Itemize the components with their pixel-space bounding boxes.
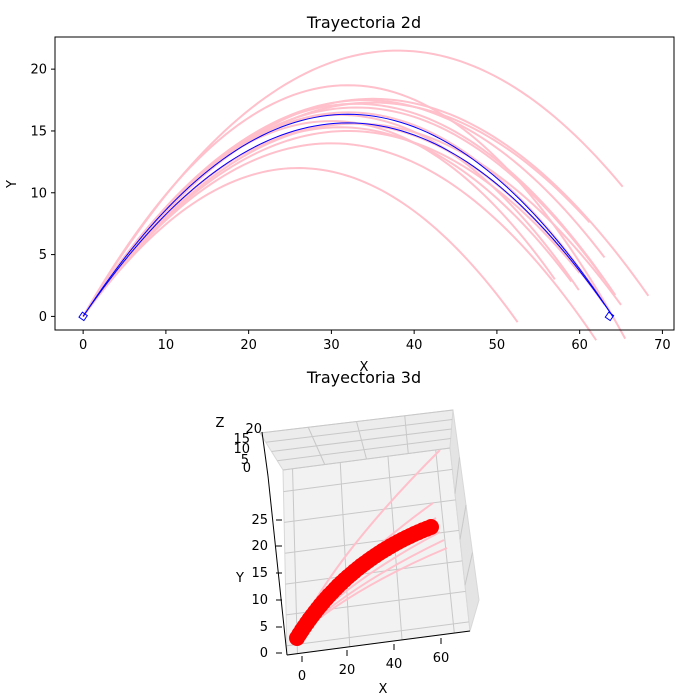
chart-2d-ylabel: Y [5,180,20,189]
x-tick-label: 50 [489,338,506,353]
grid-line-back-vertical [404,415,409,454]
grid-line-y [286,621,470,647]
y3d-tick-label: 25 [251,513,268,528]
x3d-tick-label: 0 [298,669,306,684]
trajectory-3d-marker [423,519,439,535]
chart-3d-title: Trayectoria 3d [306,368,421,387]
x-tick-label: 10 [158,338,175,353]
main-trajectory-upper [82,113,614,317]
grid-line-back-vertical [356,421,367,460]
x-tick-label: 30 [323,338,340,353]
x3d-tick-label: 20 [339,663,356,678]
main-trajectory-lower [82,122,614,317]
y-tick-label: 0 [39,310,47,325]
z3d-tick-label: 5 [241,453,249,468]
main-trajectory-start [78,311,89,322]
chart-2d-ticks: 0 10 20 30 40 50 60 70 0 5 10 15 20 [30,63,670,353]
chart-3d-xlabel: X [379,682,388,697]
x3d-tick-label: 60 [433,651,450,666]
chart-3d: Trayectoria 3d 0 20 40 60051015202505101520… [216,368,480,697]
x-tick-label: 60 [571,338,588,353]
sample-trajectory-16 [82,167,519,323]
chart-2d-xlabel: X [360,360,369,375]
sample-trajectory-6 [82,101,591,317]
grid-line-y [285,560,463,585]
grid-line-back-vertical [307,427,326,465]
grid-line-x [292,468,298,654]
y-tick-label: 10 [30,186,47,201]
y3d-tick-label: 5 [260,620,268,635]
sample-trajectory-12 [82,122,622,317]
grid-line-x [435,449,455,634]
sample-trajectory-14 [82,111,602,317]
chart-3d-x-axis [286,630,471,656]
grid-line-y [283,468,453,493]
sample-trajectory-15 [82,142,598,341]
x3d-tick-label: 40 [386,657,403,672]
chart-2d-plot-area [78,49,650,341]
z3d-tick-label: 10 [233,442,250,457]
grid-line-y [284,499,456,523]
x-tick-label: 40 [406,338,423,353]
y-tick-label: 5 [39,248,47,263]
z3d-tick-label: 20 [245,422,262,437]
chart-3d-markers [289,519,439,646]
chart-3d-y-axis [267,475,288,656]
chart-3d-z-axis [261,431,269,477]
chart-3d-ylabel: Y [235,571,244,586]
x-tick-label: 0 [79,338,87,353]
main-trajectory-end [604,311,615,322]
chart-2d-title: Trayectoria 2d [306,13,421,32]
grid-line-x [339,462,351,647]
z3d-tick-label: 15 [233,432,250,447]
z3d-tick-label: 0 [243,461,251,476]
y3d-tick-label: 20 [251,539,268,554]
chart-3d-grid [259,409,473,654]
chart-3d-zlabel: Z [216,416,225,431]
grid-line-side [454,457,460,494]
grid-line-side [459,504,467,540]
chart-2d-frame [54,36,675,331]
y-tick-label: 20 [30,63,47,78]
x-tick-label: 20 [240,338,257,353]
y3d-tick-label: 0 [260,646,268,661]
chart-2d: Trayectoria 2d 0 10 20 30 40 50 60 70 0 5 10 15 20 X… [5,13,675,375]
sample-trajectory-2 [82,84,627,340]
y-tick-label: 15 [30,124,47,139]
x-tick-label: 70 [654,338,671,353]
chart-3d-side-pane [449,409,480,632]
y3d-tick-label: 10 [251,593,268,608]
grid-line-side [464,552,473,586]
y3d-tick-label: 15 [251,566,268,581]
